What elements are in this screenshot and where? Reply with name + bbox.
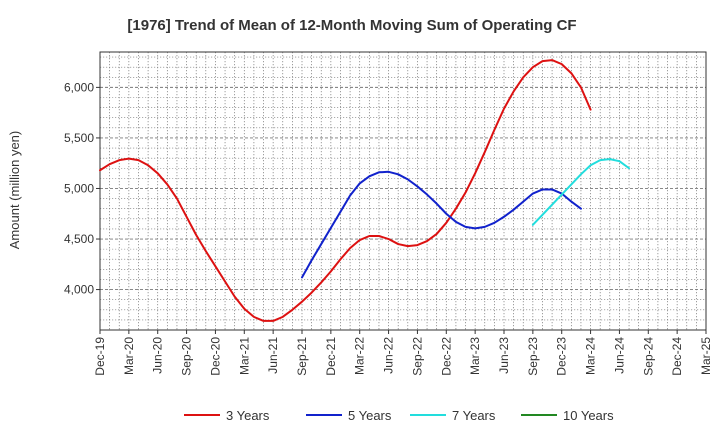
series-line-5-years: [301, 170, 582, 279]
y-tick-label: 5,000: [64, 181, 94, 195]
x-tick-label: Jun-23: [497, 337, 511, 374]
legend-label: 5 Years: [348, 408, 392, 423]
x-tick-label: Jun-24: [612, 337, 626, 374]
series-line-3-years: [99, 59, 592, 322]
x-tick-label: Sep-23: [526, 337, 540, 376]
x-tick-label: Mar-25: [699, 337, 713, 375]
legend: 3 Years 5 Years 7 Years 10 Years: [184, 408, 614, 423]
x-tick-label: Mar-21: [237, 337, 251, 375]
x-tick-label: Dec-21: [324, 337, 338, 376]
plot-background: [100, 52, 706, 330]
y-tick-label: 5,500: [64, 131, 94, 145]
x-tick-label: Mar-22: [353, 337, 367, 375]
plot-frame: [99, 51, 707, 331]
x-tick-label: Sep-24: [641, 337, 655, 376]
x-tick-label: Dec-23: [555, 337, 569, 376]
x-tick-label: Dec-19: [93, 337, 107, 376]
y-axis-label: Amount (million yen): [7, 131, 22, 250]
legend-label: 7 Years: [452, 408, 496, 423]
plot-area: 4,000 4,500 5,000 5,500 6,000 Dec-19 Mar-20 Jun…: [64, 51, 713, 376]
x-tick-label: Jun-20: [151, 337, 165, 374]
y-tick-label: 6,000: [64, 80, 94, 94]
x-tick-label: Sep-21: [295, 337, 309, 376]
x-tick-label: Dec-22: [439, 337, 453, 376]
x-tick-label: Sep-22: [410, 337, 424, 376]
x-tick-label: Dec-24: [670, 337, 684, 376]
legend-label: 10 Years: [563, 408, 614, 423]
x-tick-label: Jun-22: [382, 337, 396, 374]
y-tick-label: 4,500: [64, 232, 94, 246]
chart-title: [1976] Trend of Mean of 12-Month Moving …: [127, 17, 576, 34]
y-tick-label: 4,000: [64, 283, 94, 297]
x-tick-label: Mar-24: [584, 337, 598, 375]
x-tick-label: Jun-21: [266, 337, 280, 374]
x-tick-label: Mar-20: [122, 337, 136, 375]
x-tick-label: Sep-20: [180, 337, 194, 376]
series-line-7-years: [531, 158, 631, 226]
legend-label: 3 Years: [226, 408, 270, 423]
x-tick-label: Mar-23: [468, 337, 482, 375]
x-tick-label: Dec-20: [208, 337, 222, 376]
